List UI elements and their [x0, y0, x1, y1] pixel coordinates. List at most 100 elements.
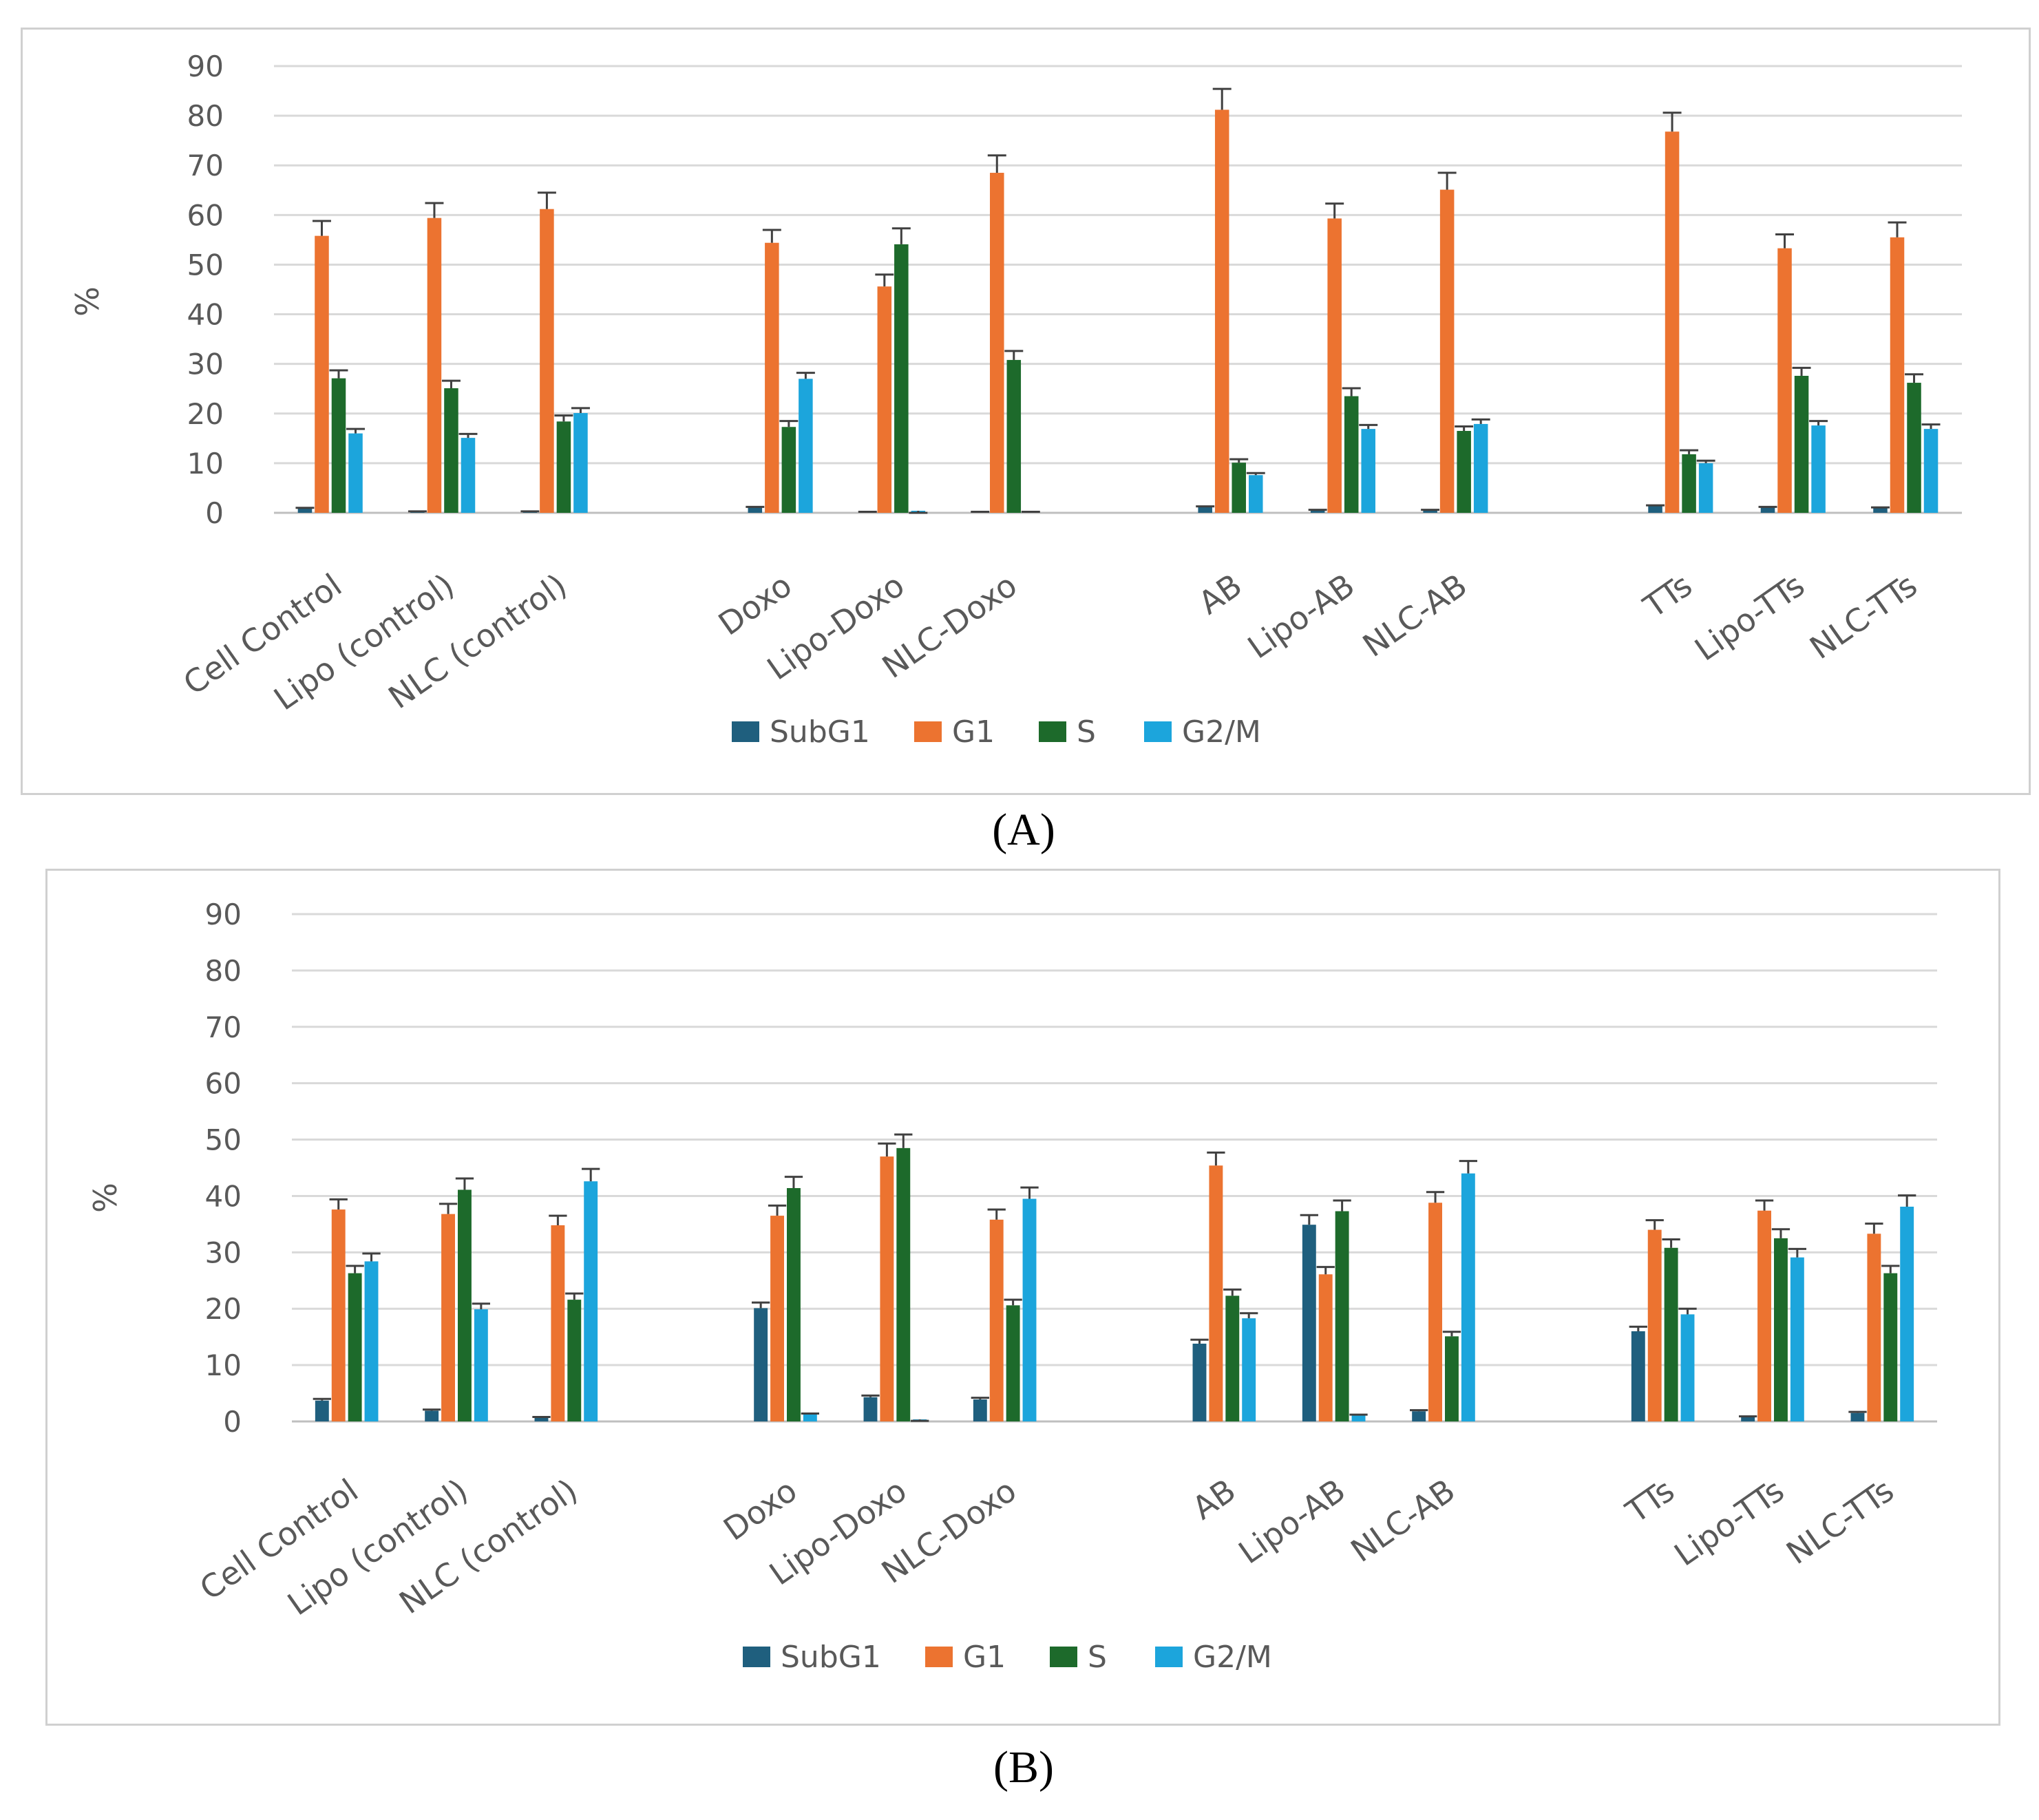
legend-swatch [914, 721, 942, 742]
y-tick-label: 10 [187, 447, 224, 480]
y-tick-label: 10 [205, 1348, 242, 1382]
bar-g2m [1473, 423, 1488, 513]
bar-g2m [474, 1309, 488, 1421]
y-tick-label: 30 [205, 1236, 242, 1269]
bar-g2m [364, 1261, 379, 1421]
legend-swatch [1144, 721, 1172, 742]
bar-subg1 [1198, 506, 1212, 513]
bar-subg1 [1192, 1343, 1207, 1421]
category-label: Doxo [712, 567, 799, 643]
bar-g1 [877, 286, 892, 513]
category-label: AB [1192, 567, 1249, 622]
category-label: TTs [1636, 567, 1699, 626]
bar-g2m [348, 433, 363, 513]
bar-g2m [803, 1413, 817, 1421]
bar-g2m [799, 379, 813, 513]
y-tick-label: 0 [223, 1405, 242, 1439]
bar-g2m [1248, 475, 1263, 513]
bar-g2m [573, 413, 588, 513]
legend-label: G2/M [1193, 1640, 1272, 1675]
y-tick-label: 70 [205, 1010, 242, 1044]
y-axis-label: % [69, 286, 106, 317]
bar-s [567, 1300, 582, 1421]
category-label: NLC-AB [1344, 1472, 1461, 1569]
bar-s [444, 388, 458, 513]
legend-label: G2/M [1182, 715, 1261, 750]
category-label: Lipo-AB [1241, 567, 1362, 666]
bar-g1 [1428, 1203, 1442, 1421]
bar-g1 [1757, 1210, 1771, 1421]
category-label: NLC-TTs [1803, 567, 1923, 666]
bar-subg1 [425, 1410, 439, 1421]
bar-s [556, 421, 571, 513]
bar-subg1 [1760, 507, 1775, 513]
bar-g1 [1890, 237, 1905, 513]
y-axis-label: % [87, 1183, 124, 1213]
bar-s [1907, 383, 1921, 513]
y-tick-label: 70 [187, 149, 224, 182]
legend-label: G1 [963, 1640, 1006, 1675]
bar-g2m [584, 1181, 598, 1421]
legend-label: S [1077, 715, 1096, 750]
legend-label: SubG1 [781, 1640, 881, 1675]
bar-subg1 [1412, 1411, 1426, 1421]
bar-s [458, 1189, 472, 1421]
bar-g1 [1327, 218, 1342, 513]
bar-subg1 [754, 1308, 768, 1421]
chart-panel-a: 0 10 20 30 40 50 60 70 80 90% Cell Control Lipo (co… [21, 28, 2031, 795]
bar-s [1457, 431, 1471, 513]
legend-swatch [925, 1647, 953, 1667]
bar-g1 [1318, 1274, 1333, 1421]
category-label: Lipo-TTs [1667, 1472, 1790, 1574]
bar-subg1 [1873, 507, 1888, 513]
bar-s [896, 1147, 911, 1421]
bar-g2m [1811, 425, 1826, 513]
bar-subg1 [863, 1397, 878, 1421]
bar-s [1006, 359, 1022, 513]
bar-g1 [880, 1156, 894, 1421]
legend-label: S [1088, 1640, 1107, 1675]
bar-g1 [427, 218, 442, 513]
bar-subg1 [315, 1400, 329, 1421]
bar-g1 [1439, 189, 1455, 513]
bar-s [1006, 1305, 1020, 1421]
bar-s [1682, 454, 1696, 513]
bar-subg1 [973, 1399, 987, 1421]
bar-g2m [1900, 1207, 1914, 1421]
y-tick-label: 90 [205, 898, 242, 931]
y-tick-label: 20 [187, 397, 224, 431]
legend-swatch [1050, 1647, 1077, 1667]
bar-subg1 [1850, 1412, 1865, 1421]
y-tick-label: 40 [187, 298, 224, 332]
bar-g1 [765, 242, 779, 513]
bar-s [331, 378, 346, 513]
bar-s [348, 1273, 362, 1421]
bar-g1 [315, 235, 329, 513]
y-tick-label: 50 [205, 1123, 242, 1157]
chart-panel-b: 0 10 20 30 40 50 60 70 80 90% Cell Control Lipo (co… [45, 869, 2000, 1726]
bar-g2m [1242, 1318, 1256, 1421]
category-label: Doxo [717, 1472, 803, 1548]
bar-g1 [540, 209, 554, 513]
y-tick-label: 20 [205, 1292, 242, 1326]
bar-g1 [990, 173, 1004, 514]
bar-g2m [1698, 463, 1713, 513]
y-tick-label: 0 [205, 496, 224, 530]
category-label: AB [1185, 1472, 1243, 1527]
bar-subg1 [1423, 509, 1437, 513]
bar-g2m [1680, 1314, 1695, 1421]
bar-g1 [1867, 1234, 1881, 1421]
bar-g1 [770, 1216, 784, 1421]
bar-s [1664, 1247, 1678, 1421]
bar-subg1 [1302, 1225, 1316, 1421]
bar-g1 [1777, 248, 1792, 513]
legend-label: SubG1 [770, 715, 870, 750]
bar-g2m [1461, 1173, 1475, 1421]
y-tick-label: 40 [205, 1179, 242, 1213]
bar-g2m [1351, 1415, 1366, 1421]
category-label: Lipo-TTs [1688, 567, 1811, 668]
bar-subg1 [1310, 509, 1325, 513]
bar-subg1 [534, 1417, 549, 1421]
